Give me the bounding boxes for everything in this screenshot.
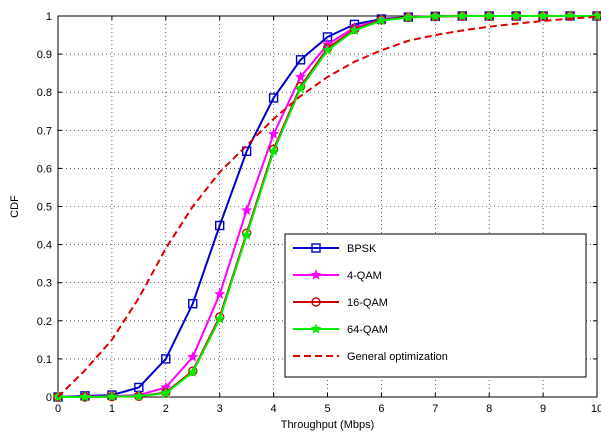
legend-marker: [310, 269, 322, 280]
legend-label: 4-QAM: [347, 270, 382, 282]
y-tick-label: 1: [46, 11, 52, 23]
y-tick-label: 0.4: [37, 240, 52, 252]
data-point: [295, 55, 306, 65]
data-point: [79, 391, 91, 402]
data-point: [510, 10, 522, 21]
y-tick-label: 0.7: [37, 125, 52, 137]
data-point: [214, 288, 226, 299]
data-point: [214, 220, 225, 231]
data-point: [402, 11, 414, 23]
data-point: [241, 204, 253, 215]
x-axis-label: Throughput (Mbps): [281, 419, 375, 431]
data-point: [241, 229, 253, 240]
x-tick-label: 0: [55, 403, 61, 415]
legend-box: [284, 233, 587, 378]
x-tick-label: 3: [217, 403, 223, 415]
data-point: [295, 82, 307, 94]
data-point: [429, 10, 441, 22]
data-point: [321, 44, 334, 55]
legend-entry: General optimization: [293, 351, 448, 363]
x-tick-label: 2: [163, 403, 169, 415]
y-tick-label: 0.3: [37, 278, 52, 290]
series-4: [57, 15, 598, 398]
data-point: [483, 10, 495, 21]
data-point: [268, 128, 280, 139]
data-point: [268, 145, 280, 156]
legend-entry: 16-QAM: [293, 297, 388, 309]
x-tick-label: 1: [109, 403, 115, 415]
data-point: [348, 24, 360, 36]
x-tick-label: 10: [591, 403, 601, 415]
y-tick-label: 0.5: [37, 202, 52, 214]
x-tick-label: 7: [432, 403, 438, 415]
data-point: [295, 71, 307, 82]
legend: BPSK 4-QAM 16-QAM 64-QAM General optimizatio…: [284, 233, 587, 378]
legend-entry: 64-QAM: [293, 323, 388, 336]
series-3: [52, 10, 601, 402]
series-lines: [52, 10, 601, 402]
legend-entry: 4-QAM: [293, 269, 382, 282]
legend-marker: [311, 297, 321, 307]
y-axis-label: CDF: [9, 195, 21, 218]
data-point: [106, 390, 118, 402]
legend-marker: [310, 323, 322, 334]
legend-marker: [311, 243, 321, 253]
x-tick-label: 9: [540, 403, 546, 415]
series-line: [57, 15, 598, 398]
y-tick-label: 0.2: [37, 316, 52, 328]
legend-label: 16-QAM: [347, 297, 388, 309]
data-point: [133, 390, 145, 401]
axis-ticks: 0 1 2 3 4 5 6 7 8 9 10 0 0.1 0.2 0.3 0.4 0.5 0.6 0.7 0.8 0.9…: [37, 11, 601, 415]
x-tick-label: 5: [324, 403, 330, 415]
x-tick-label: 6: [378, 403, 384, 415]
data-point: [375, 14, 387, 26]
legend-label: 64-QAM: [347, 324, 388, 336]
data-point: [537, 10, 549, 21]
data-point: [161, 354, 171, 364]
data-point: [241, 146, 252, 156]
x-tick-label: 4: [271, 403, 277, 415]
legend-entry: BPSK: [293, 243, 377, 255]
data-point: [187, 366, 199, 377]
data-point: [160, 387, 172, 398]
data-point: [456, 10, 468, 21]
data-point: [187, 351, 199, 362]
legend-label: General optimization: [347, 351, 448, 363]
data-point: [268, 93, 279, 103]
y-tick-label: 0.9: [37, 49, 52, 61]
y-tick-label: 0.1: [37, 354, 52, 366]
data-point: [214, 313, 226, 324]
x-tick-label: 8: [486, 403, 492, 415]
y-tick-label: 0: [46, 392, 52, 404]
y-tick-label: 0.8: [37, 87, 52, 99]
legend-label: BPSK: [347, 243, 377, 255]
data-point: [188, 298, 198, 309]
y-tick-label: 0.6: [37, 163, 52, 175]
